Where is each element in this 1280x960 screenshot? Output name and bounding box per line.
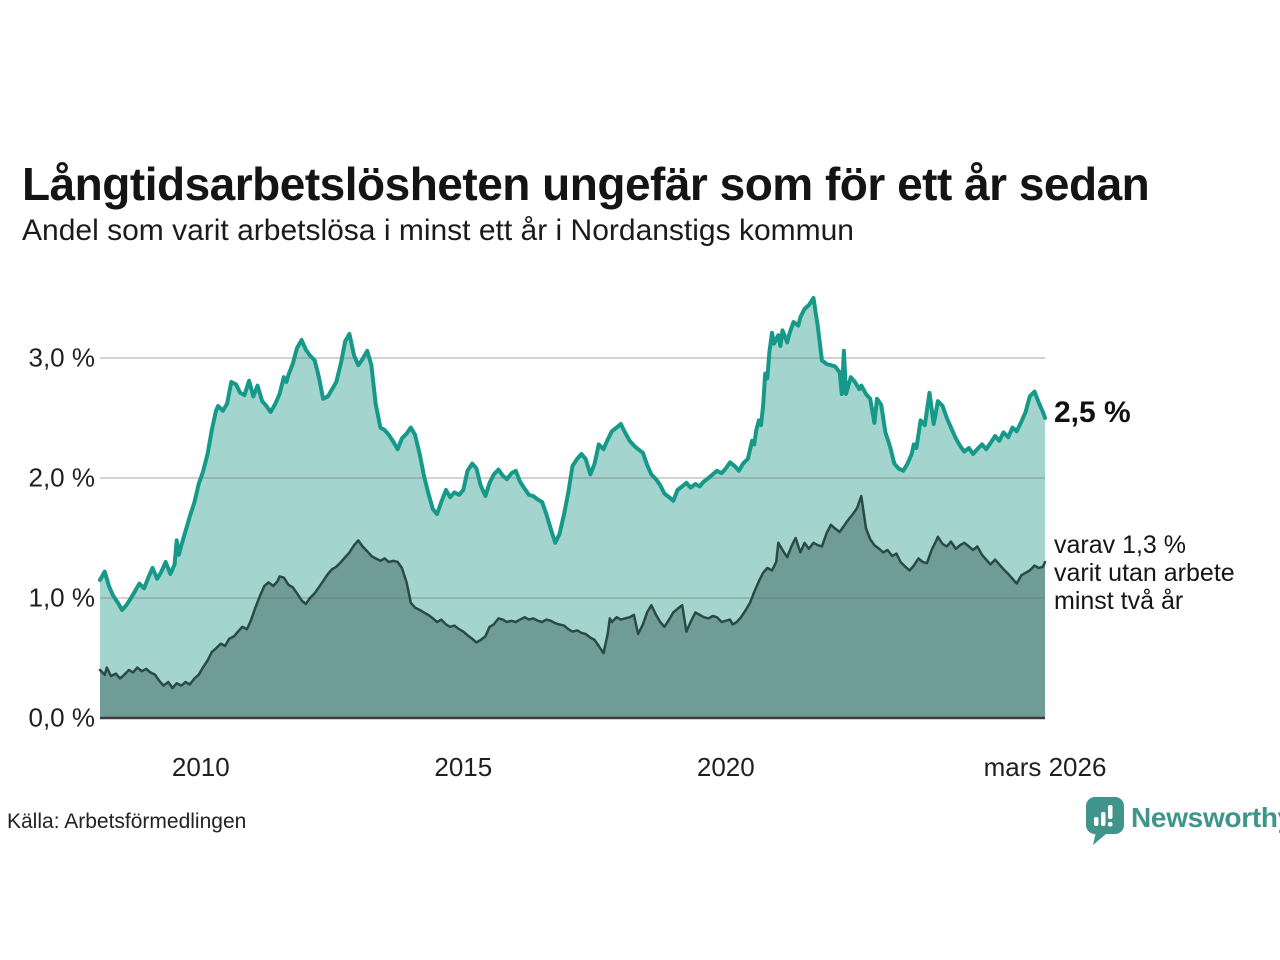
series-area-minst-tva-ar bbox=[100, 496, 1045, 718]
two-year-annotation-line3: minst två år bbox=[1054, 587, 1184, 615]
newsworthy-logo-icon bbox=[1086, 797, 1124, 845]
x-tick-2020: 2020 bbox=[696, 752, 755, 782]
y-tick-1: 1,0 % bbox=[28, 582, 96, 613]
x-tick-2015: 2015 bbox=[434, 752, 493, 782]
two-year-annotation-line2: varit utan arbete bbox=[1054, 559, 1235, 587]
x-tick-2010: 2010 bbox=[171, 752, 230, 782]
x-tick-mars-2026: mars 2026 bbox=[983, 752, 1107, 782]
y-tick-2: 2,0 % bbox=[28, 462, 96, 493]
two-year-annotation-line1: varav 1,3 % bbox=[1054, 531, 1187, 559]
chart-subtitle: Andel som varit arbetslösa i minst ett å… bbox=[22, 214, 854, 247]
y-tick-3: 3,0 % bbox=[28, 342, 96, 373]
latest-value-label: 2,5 % bbox=[1054, 396, 1131, 429]
page-title: Långtidsarbetslösheten ungefär som för e… bbox=[22, 157, 1150, 210]
newsworthy-logo-text: Newsworthy bbox=[1131, 802, 1280, 833]
source-credit: Källa: Arbetsförmedlingen bbox=[7, 810, 247, 833]
series-line-minst-tva-ar bbox=[98, 494, 1047, 690]
two-year-annotation: varav 1,3 % varit utan arbete minst två … bbox=[1054, 531, 1235, 615]
series-line-minst-ett-ar bbox=[98, 296, 1047, 612]
y-tick-0: 0,0 % bbox=[28, 702, 96, 733]
newsworthy-logo: Newsworthy bbox=[1086, 797, 1280, 845]
